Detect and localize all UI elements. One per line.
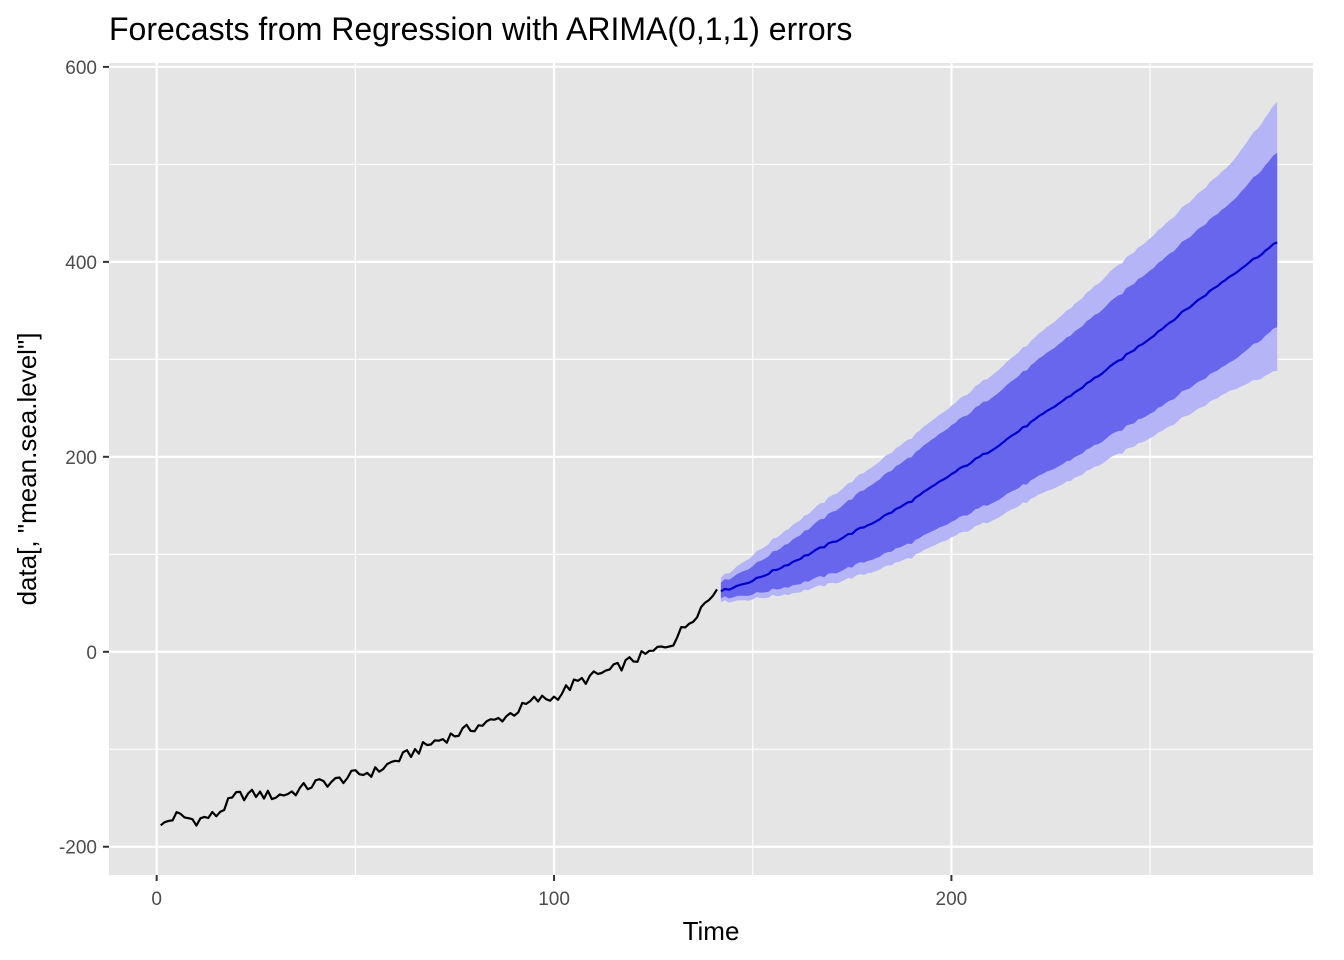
x-axis-title: Time bbox=[683, 916, 740, 946]
forecast-mean-line bbox=[720, 241, 1278, 593]
x-axis: 0 100 200 bbox=[151, 875, 967, 910]
y-axis-title: data[, "mean.sea.level"] bbox=[12, 333, 42, 606]
y-tick-label: 400 bbox=[65, 253, 97, 274]
y-axis: -200 0 200 400 600 bbox=[59, 58, 109, 859]
prediction-band-95 bbox=[720, 102, 1278, 603]
x-tick-label: 100 bbox=[538, 889, 570, 910]
chart-title: Forecasts from Regression with ARIMA(0,1… bbox=[109, 11, 852, 47]
observed-series-line bbox=[160, 588, 718, 827]
prediction-intervals bbox=[720, 102, 1278, 603]
series-lines bbox=[160, 241, 1278, 827]
y-tick-label: -200 bbox=[59, 838, 97, 859]
y-tick-label: 200 bbox=[65, 448, 97, 469]
prediction-band-80 bbox=[720, 152, 1278, 599]
x-tick-label: 200 bbox=[936, 889, 968, 910]
y-tick-label: 0 bbox=[86, 643, 97, 664]
y-tick-label: 600 bbox=[65, 58, 97, 79]
plot-panel bbox=[109, 63, 1313, 875]
x-tick-label: 0 bbox=[151, 889, 162, 910]
